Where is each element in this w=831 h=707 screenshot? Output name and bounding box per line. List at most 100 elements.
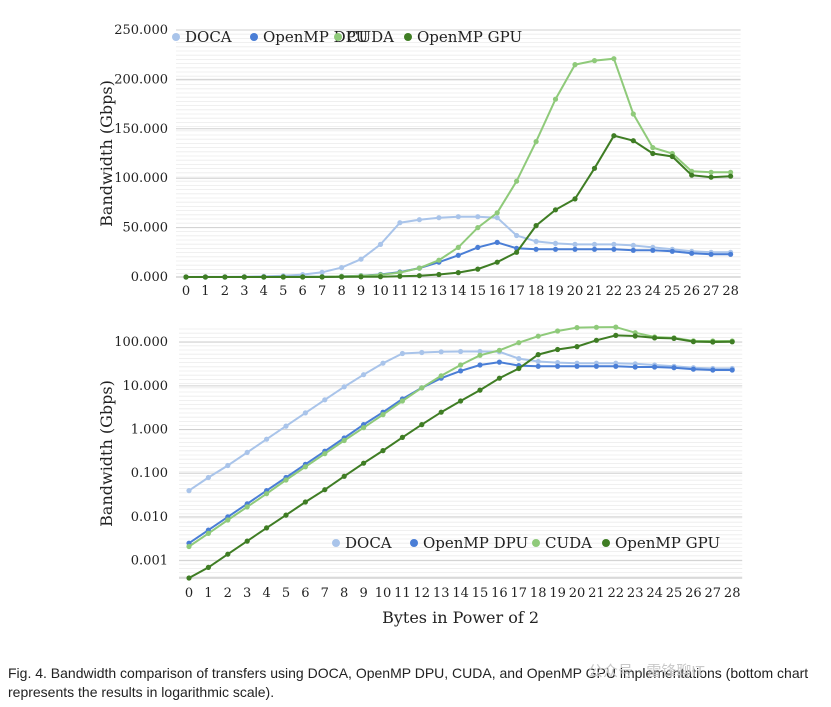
data-point [283, 423, 289, 429]
x-tick-label: 12 [411, 284, 428, 299]
data-point [710, 367, 716, 373]
data-point [728, 169, 734, 175]
legend-label: OpenMP DPU [263, 28, 368, 46]
y-tick-label: 0.010 [131, 510, 168, 525]
y-tick-label: 10.000 [123, 379, 169, 394]
data-point [186, 488, 192, 494]
data-point [535, 358, 541, 365]
x-tick-label: 3 [240, 284, 248, 299]
y-tick-label: 0.100 [131, 466, 168, 481]
x-tick-label: 27 [705, 586, 722, 601]
data-point [419, 422, 425, 428]
data-point [572, 246, 578, 252]
data-point [225, 462, 231, 469]
x-tick-label: 19 [547, 284, 564, 299]
data-point [319, 269, 325, 275]
data-point [555, 328, 561, 334]
data-point [361, 425, 367, 431]
data-point [399, 350, 405, 357]
data-point [496, 347, 502, 353]
data-point [436, 215, 442, 221]
figure-caption: Fig. 4. Bandwidth comparison of transfer… [8, 665, 809, 700]
data-point [591, 241, 598, 247]
data-point [496, 375, 502, 381]
legend-label: CUDA [545, 534, 592, 552]
x-tick-label: 16 [489, 284, 506, 299]
data-point [183, 274, 189, 280]
data-point [535, 352, 541, 358]
x-tick-label: 26 [685, 586, 702, 601]
x-tick-label: 2 [221, 284, 229, 299]
data-point [319, 274, 325, 280]
legend-marker [172, 33, 180, 41]
data-point [574, 363, 580, 369]
data-point [555, 363, 561, 369]
data-point [632, 333, 638, 339]
series-openmp-gpu [186, 332, 735, 581]
data-point [689, 250, 695, 256]
data-point [475, 225, 481, 231]
x-tick-label: 15 [469, 284, 486, 299]
data-point [475, 244, 481, 250]
x-tick-label: 27 [703, 284, 720, 299]
data-point [516, 356, 522, 362]
data-point [455, 214, 461, 220]
x-tick-label: 28 [722, 284, 739, 299]
legend-marker [410, 539, 418, 547]
data-point [729, 367, 735, 373]
x-tick-label: 25 [664, 284, 681, 299]
x-tick-label: 3 [243, 586, 251, 601]
data-point [533, 246, 539, 252]
x-tick-label: 24 [645, 284, 662, 299]
x-tick-label: 28 [724, 586, 741, 601]
x-tick-label: 10 [372, 284, 389, 299]
data-point [555, 346, 561, 353]
x-tick-label: 20 [567, 284, 584, 299]
data-point [613, 324, 619, 330]
data-point [552, 246, 559, 252]
grid-lines [176, 29, 741, 275]
data-point [516, 340, 522, 346]
x-tick-label: 4 [260, 284, 268, 299]
data-point [613, 332, 619, 338]
data-point [455, 252, 461, 258]
data-point [611, 56, 617, 62]
x-tick-label: 13 [431, 284, 448, 299]
data-point [630, 111, 636, 117]
data-point [671, 335, 677, 341]
data-point [397, 273, 403, 279]
data-point [399, 434, 405, 440]
data-point [225, 517, 231, 523]
x-tick-label: 0 [182, 284, 190, 299]
y-axis-label: Bandwidth (Gbps) [97, 380, 116, 527]
x-tick-label: 15 [472, 586, 489, 601]
data-point [416, 217, 422, 223]
data-point [728, 251, 734, 257]
x-tick-label: 12 [414, 586, 431, 601]
legend-marker [332, 539, 340, 547]
data-point [728, 173, 734, 179]
data-point [264, 491, 270, 497]
x-tick-label: 14 [450, 284, 467, 299]
data-point [186, 543, 192, 550]
data-point [302, 464, 308, 470]
x-tick-label: 17 [508, 284, 525, 299]
data-point [494, 239, 500, 245]
data-point [652, 335, 658, 341]
x-tick-label: 7 [318, 284, 326, 299]
data-point [322, 451, 328, 457]
data-point [244, 449, 250, 455]
data-point [611, 241, 617, 247]
data-point [514, 178, 520, 184]
x-tick-label: 23 [627, 586, 644, 601]
legend-marker [250, 33, 258, 41]
data-point [477, 348, 483, 355]
x-tick-label: 10 [375, 586, 392, 601]
data-point [650, 145, 656, 151]
data-point [477, 387, 483, 393]
data-point [475, 266, 481, 272]
data-point [630, 247, 636, 253]
x-tick-label: 9 [357, 284, 365, 299]
legend-marker [334, 33, 342, 41]
